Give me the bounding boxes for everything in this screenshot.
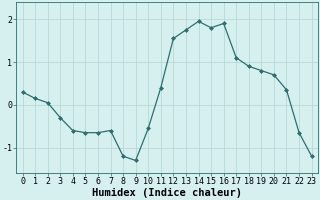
X-axis label: Humidex (Indice chaleur): Humidex (Indice chaleur) <box>92 188 242 198</box>
